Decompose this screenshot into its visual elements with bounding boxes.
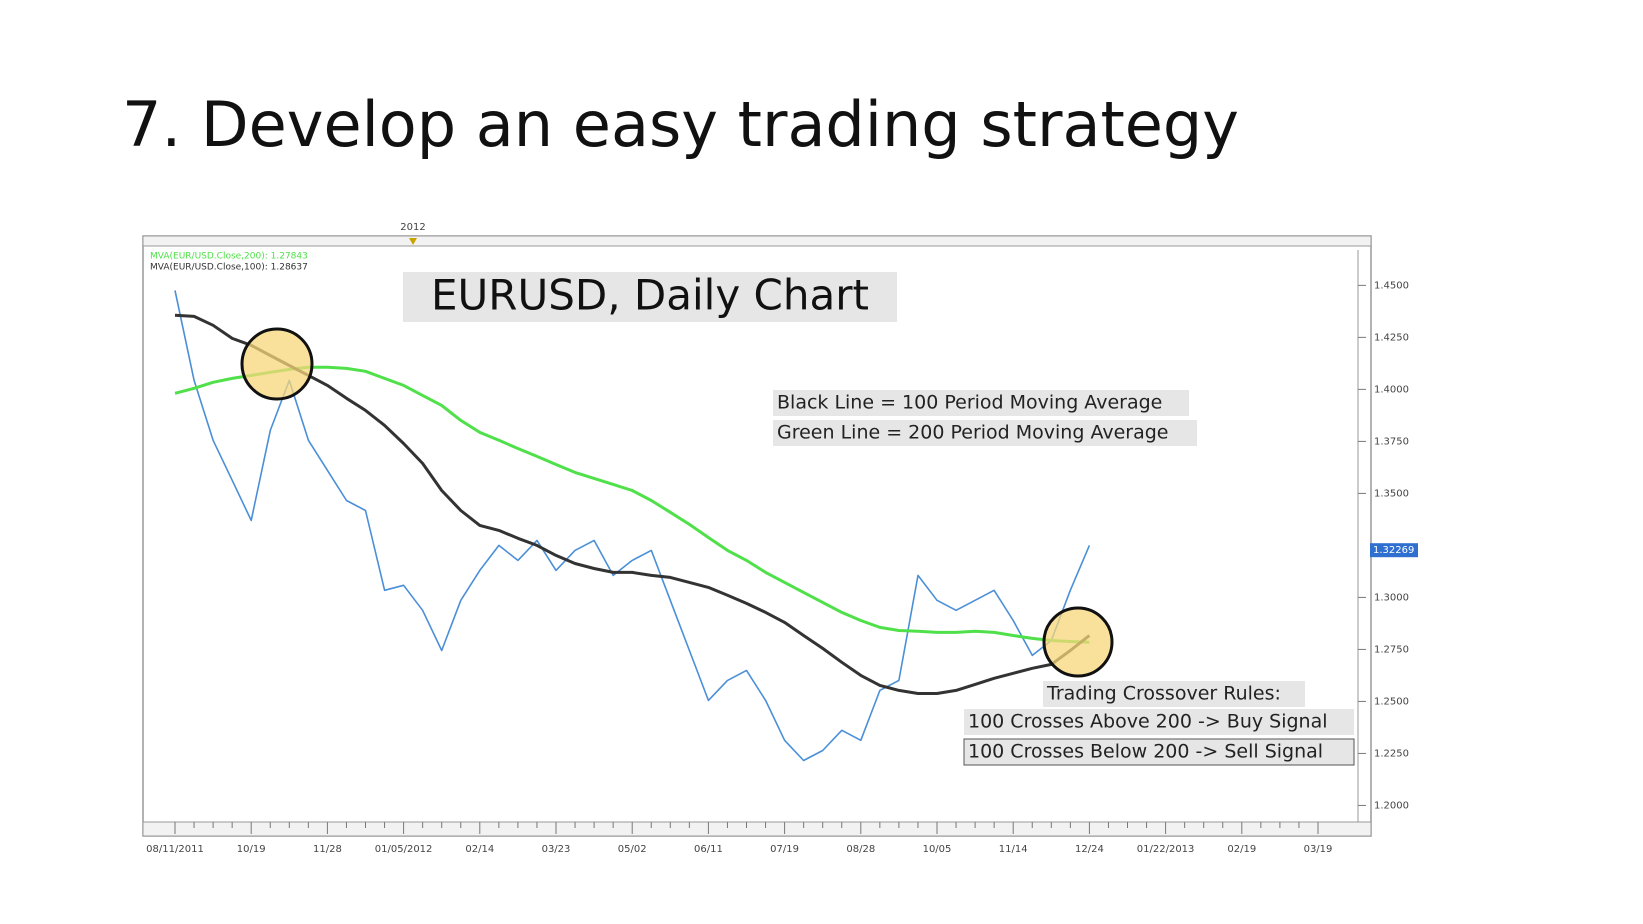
last-price-label: 1.32269 <box>1373 545 1414 556</box>
note-box <box>773 420 1197 446</box>
y-tick-label: 1.3500 <box>1374 488 1409 499</box>
note-box <box>773 390 1189 416</box>
note: Black Line = 100 Period Moving Average <box>777 392 1162 414</box>
y-tick-label: 1.2500 <box>1374 696 1409 707</box>
legend-entry: MVA(EUR/USD.Close,100): 1.28637 <box>150 263 308 273</box>
top-marker: 2012 <box>400 222 425 233</box>
x-tick-label: 12/24 <box>1075 844 1104 855</box>
rule: 100 Crosses Above 200 -> Buy Signal <box>968 711 1328 733</box>
y-tick-label: 1.4500 <box>1374 280 1409 291</box>
last-price-tag <box>1370 543 1418 558</box>
x-tick-label: 11/14 <box>999 844 1028 855</box>
price-line <box>174 290 1091 762</box>
crossover-circle <box>240 327 314 401</box>
x-tick-label: 01/22/2013 <box>1137 844 1195 855</box>
y-tick-label: 1.3750 <box>1374 436 1409 447</box>
rules-box <box>1043 681 1305 707</box>
x-tick-label: 07/19 <box>770 844 799 855</box>
x-tick-label: 02/14 <box>465 844 494 855</box>
y-tick-label: 1.3000 <box>1374 592 1409 603</box>
chart-frame <box>142 235 1372 837</box>
x-tick-label: 08/28 <box>846 844 875 855</box>
x-tick-label: 05/02 <box>618 844 647 855</box>
y-tick-label: 1.4250 <box>1374 332 1409 343</box>
x-tick-label: 03/23 <box>542 844 571 855</box>
x-tick-label: 10/19 <box>237 844 266 855</box>
plot-area: 1.4500 1.4250 1.4000 1.3750 1.3500 1.3000 1.27… <box>146 252 1418 855</box>
marker-arrow <box>409 238 417 245</box>
crossover-circle <box>1042 606 1114 678</box>
x-tick-label: 06/11 <box>694 844 723 855</box>
rules-title: Trading Crossover Rules: <box>1046 683 1281 705</box>
y-tick-label: 1.2000 <box>1374 800 1409 811</box>
x-tick-label: 10/05 <box>923 844 952 855</box>
legend-entry: MVA(EUR/USD.Close,200): 1.27843 <box>150 252 308 262</box>
top-axis-bar <box>142 235 1372 247</box>
moving-average-line <box>174 313 1091 695</box>
slide-title: 7. Develop an easy trading strategy <box>122 88 1239 161</box>
y-tick-label: 1.2750 <box>1374 644 1409 655</box>
rule: 100 Crosses Below 200 -> Sell Signal <box>968 741 1323 763</box>
x-tick-label: 08/11/2011 <box>146 844 204 855</box>
x-tick-label: 11/28 <box>313 844 342 855</box>
x-tick-label: 03/19 <box>1304 844 1333 855</box>
x-tick-label: 02/19 <box>1227 844 1256 855</box>
label-box <box>403 272 897 322</box>
y-tick-label: 1.2250 <box>1374 748 1409 759</box>
rules-box <box>964 709 1354 735</box>
x-tick-label: 01/05/2012 <box>375 844 433 855</box>
moving-average-line <box>174 365 1090 644</box>
rules-box <box>963 738 1355 766</box>
note: Green Line = 200 Period Moving Average <box>777 422 1168 444</box>
y-tick-label: 1.4000 <box>1374 384 1409 395</box>
bottom-axis-bar <box>142 821 1372 837</box>
chart-label: EURUSD, Daily Chart <box>431 271 869 320</box>
